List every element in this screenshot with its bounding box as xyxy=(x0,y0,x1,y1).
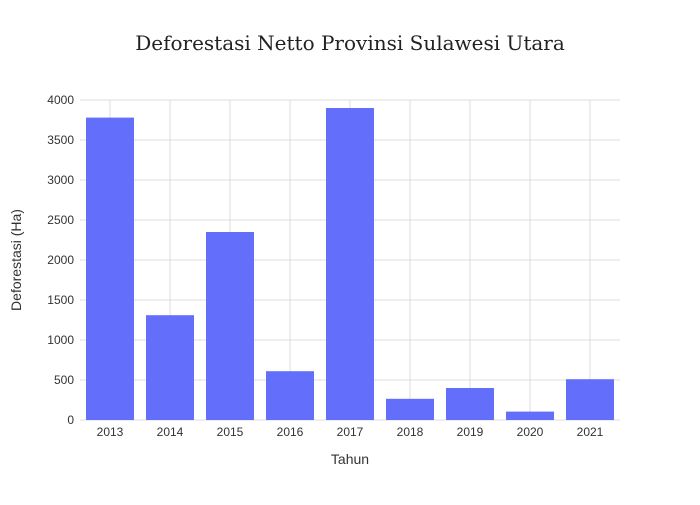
y-tick-label: 1000 xyxy=(47,333,74,347)
bar-2015[interactable] xyxy=(206,232,254,420)
y-tick-label: 500 xyxy=(54,373,74,387)
y-tick-label: 4000 xyxy=(47,93,74,107)
y-tick-label: 0 xyxy=(67,413,74,427)
x-tick-label: 2017 xyxy=(337,425,364,439)
bar-2016[interactable] xyxy=(266,371,314,420)
bar-2013[interactable] xyxy=(86,117,134,420)
x-axis-label: Tahun xyxy=(331,451,369,467)
x-tick-label: 2013 xyxy=(97,425,124,439)
x-axis-ticks: 2013 2014 2015 2016 2017 2018 2019 2020 2021 xyxy=(97,425,604,439)
y-axis-label: Deforestasi (Ha) xyxy=(8,209,24,311)
bar-2019[interactable] xyxy=(446,388,494,420)
bar-layer xyxy=(86,108,614,420)
x-tick-label: 2018 xyxy=(397,425,424,439)
y-tick-label: 2500 xyxy=(47,213,74,227)
chart-title: Deforestasi Netto Provinsi Sulawesi Utar… xyxy=(135,31,565,55)
x-tick-label: 2016 xyxy=(277,425,304,439)
x-tick-label: 2014 xyxy=(157,425,184,439)
x-tick-label: 2019 xyxy=(457,425,484,439)
y-axis-ticks: 0 500 1000 1500 2000 2500 3000 3500 4000 xyxy=(47,93,74,427)
bar-2017[interactable] xyxy=(326,108,374,420)
x-tick-label: 2021 xyxy=(577,425,604,439)
bar-2020[interactable] xyxy=(506,411,554,420)
x-tick-label: 2015 xyxy=(217,425,244,439)
y-tick-label: 1500 xyxy=(47,293,74,307)
y-tick-label: 3000 xyxy=(47,173,74,187)
y-tick-label: 3500 xyxy=(47,133,74,147)
bar-2021[interactable] xyxy=(566,379,614,420)
y-tick-label: 2000 xyxy=(47,253,74,267)
bar-2014[interactable] xyxy=(146,315,194,420)
bar-2018[interactable] xyxy=(386,398,434,420)
x-tick-label: 2020 xyxy=(517,425,544,439)
